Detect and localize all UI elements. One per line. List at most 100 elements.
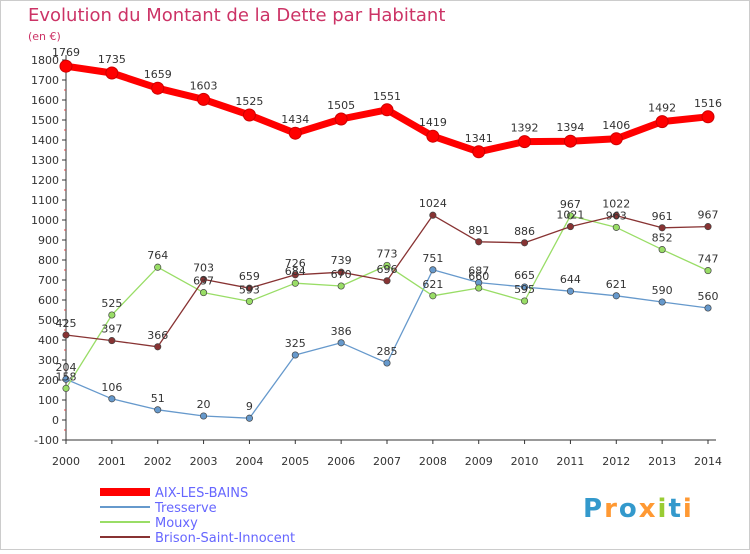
data-label: 1392 <box>511 122 539 135</box>
data-label: 1406 <box>602 119 630 132</box>
x-tick-label: 2002 <box>144 455 172 468</box>
x-tick-label: 2014 <box>694 455 722 468</box>
data-point <box>518 135 532 149</box>
data-point <box>108 337 116 345</box>
data-point <box>154 406 162 414</box>
data-label: 1516 <box>694 97 722 110</box>
data-label: 1603 <box>190 79 218 92</box>
data-label: 852 <box>652 232 673 245</box>
x-tick-label: 2004 <box>235 455 263 468</box>
data-label: 386 <box>331 325 352 338</box>
data-label: 593 <box>239 283 260 296</box>
data-point <box>429 211 437 219</box>
data-point <box>242 108 256 122</box>
data-label: 684 <box>285 265 306 278</box>
data-point <box>612 212 620 220</box>
x-tick-label: 2008 <box>419 455 447 468</box>
data-point <box>59 59 73 73</box>
legend: AIX-LES-BAINSTresserveMouxyBrison-Saint-… <box>100 486 295 546</box>
data-label: 891 <box>468 224 489 237</box>
legend-label: Mouxy <box>155 516 198 531</box>
data-point <box>200 412 208 420</box>
data-label: 659 <box>239 270 260 283</box>
data-point <box>566 287 574 295</box>
data-label: 1024 <box>419 197 447 210</box>
data-label: 696 <box>377 263 398 276</box>
data-label: 660 <box>468 270 489 283</box>
y-tick-label: 600 <box>38 294 59 307</box>
y-tick-label: 0 <box>52 414 59 427</box>
labels-series-3: 425 397 366 703 659 726 739 696 1024 891 886 1021 10… <box>56 197 719 342</box>
chart-subtitle: (en €) <box>28 30 61 43</box>
logo-letter: t <box>668 494 682 524</box>
logo-letter: i <box>658 494 669 524</box>
logo-letter: i <box>683 494 694 524</box>
data-point <box>200 275 208 283</box>
data-point <box>475 284 483 292</box>
data-point <box>334 112 348 126</box>
legend-label: AIX-LES-BAINS <box>155 486 248 501</box>
logo: Proxiti <box>583 494 694 524</box>
data-label: 1434 <box>281 113 309 126</box>
data-point <box>151 81 165 95</box>
data-label: 967 <box>698 209 719 222</box>
data-point <box>245 414 253 422</box>
data-label: 325 <box>285 337 306 350</box>
data-label: 9 <box>246 400 253 413</box>
data-label: 285 <box>377 345 398 358</box>
data-label: 158 <box>56 370 77 383</box>
y-tick-label: 900 <box>38 234 59 247</box>
data-point <box>429 292 437 300</box>
series-lines <box>59 59 715 422</box>
data-point <box>380 103 394 117</box>
data-label: 621 <box>422 278 443 291</box>
y-tick-label: 1600 <box>31 94 59 107</box>
data-point <box>429 266 437 274</box>
data-point <box>383 359 391 367</box>
y-tick-label: 500 <box>38 314 59 327</box>
data-point <box>655 115 669 129</box>
data-label: 963 <box>606 209 627 222</box>
x-tick-label: 2006 <box>327 455 355 468</box>
data-label: 204 <box>56 361 77 374</box>
data-point <box>383 277 391 285</box>
y-tick-label: 200 <box>38 374 59 387</box>
data-point <box>612 292 620 300</box>
data-label: 687 <box>468 265 489 278</box>
data-label: 397 <box>101 323 122 336</box>
data-point <box>105 66 119 80</box>
data-label: 764 <box>147 249 168 262</box>
data-label: 665 <box>514 269 535 282</box>
x-tick-label: 2005 <box>281 455 309 468</box>
x-tick-label: 2012 <box>602 455 630 468</box>
data-point <box>701 110 715 124</box>
data-label: 1022 <box>602 198 630 211</box>
x-tick-label: 2001 <box>98 455 126 468</box>
data-point <box>658 298 666 306</box>
series-1 <box>62 266 712 422</box>
data-point <box>521 239 529 247</box>
data-label: 560 <box>698 290 719 303</box>
y-tick-label: 1300 <box>31 154 59 167</box>
data-label: 886 <box>514 225 535 238</box>
data-label: 747 <box>698 253 719 266</box>
data-label: 590 <box>652 284 673 297</box>
y-tick-label: 100 <box>38 394 59 407</box>
data-point <box>108 395 116 403</box>
y-tick-label: 300 <box>38 354 59 367</box>
labels-series-1: 204 106 51 20 9 325 386 285 751 687 665 644 621 590 56… <box>56 252 719 413</box>
x-tick-label: 2011 <box>556 455 584 468</box>
y-tick-label: 700 <box>38 274 59 287</box>
data-label: 1394 <box>556 121 584 134</box>
legend-label: Brison-Saint-Innocent <box>155 531 295 546</box>
chart-title: Evolution du Montant de la Dette par Hab… <box>28 5 445 26</box>
y-tick-label: 1000 <box>31 214 59 227</box>
y-tick-label: 400 <box>38 334 59 347</box>
data-point <box>475 238 483 246</box>
data-label: 773 <box>377 247 398 260</box>
data-label: 621 <box>606 278 627 291</box>
y-tick-label: 1400 <box>31 134 59 147</box>
data-point <box>154 263 162 271</box>
